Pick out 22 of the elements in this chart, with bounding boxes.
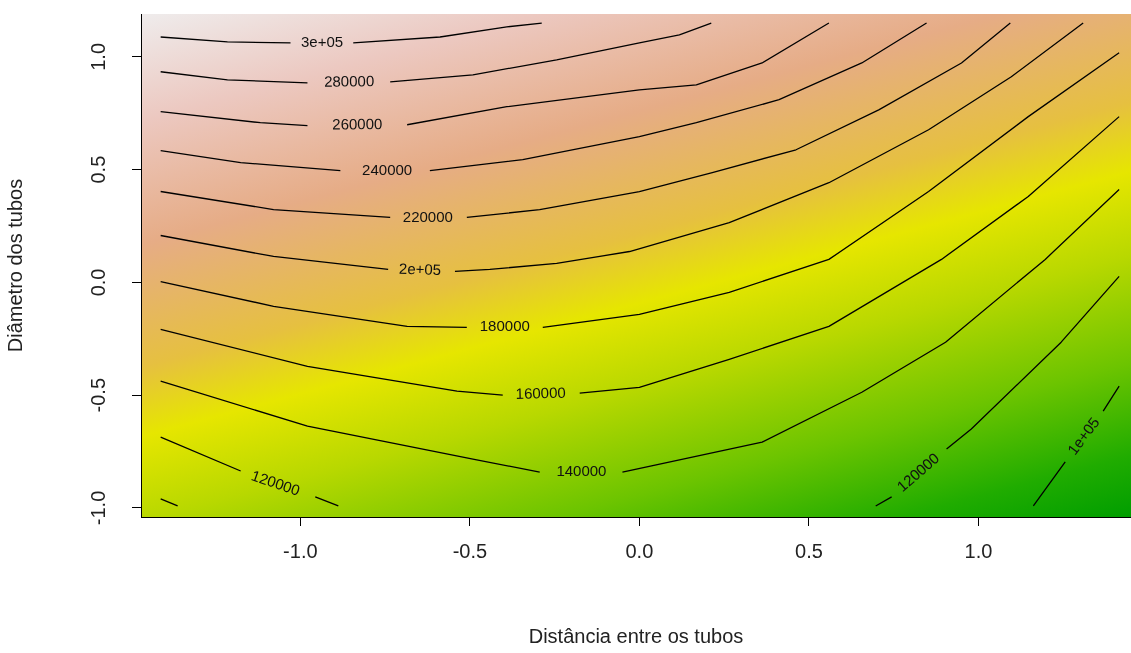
text: 120000 [249,466,303,499]
series-label: 180000 [479,317,530,335]
x-tick-label: -1.0 [283,539,318,562]
series-label: 160000 [515,383,566,402]
series-label: 280000 [324,72,375,90]
x-tick-label: 0.5 [795,539,823,562]
series-label: 240000 [362,160,413,178]
y-tick-label: 0.0 [86,268,109,297]
series-label: 260000 [332,115,383,133]
series-label: 3e+05 [300,33,344,51]
series-label: 2e+05 [398,259,442,279]
series-label: 140000 [556,462,607,480]
y-tick-label: 0.5 [86,155,109,184]
y-tick-label: 1.0 [86,42,109,71]
y-tick-label: -0.5 [86,377,109,413]
x-tick-label: 1.0 [964,539,993,562]
x-tick-label: 0.0 [625,539,654,562]
x-axis-title: Distância entre os tubos [528,624,744,647]
series-label: 220000 [402,207,453,225]
y-axis-title: Diâmetro dos tubos [3,178,26,353]
x-tick-label: -0.5 [452,539,488,562]
y-tick-label: -1.0 [86,490,109,526]
